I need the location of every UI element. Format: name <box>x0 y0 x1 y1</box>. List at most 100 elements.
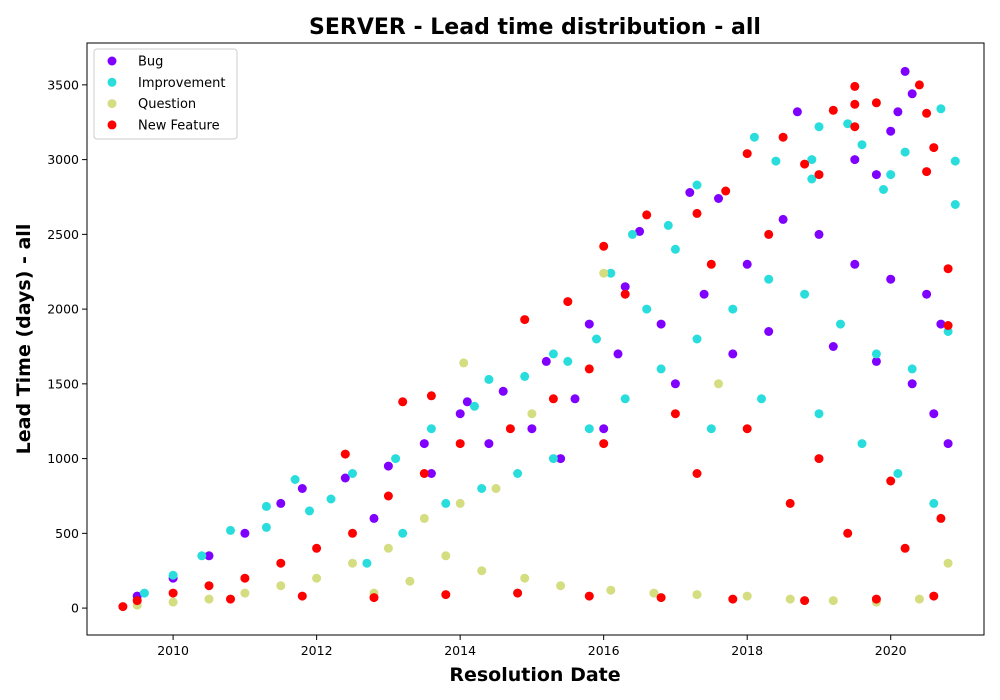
point-new-feature <box>548 394 558 404</box>
point-new-feature <box>276 558 286 568</box>
legend-marker <box>107 99 117 109</box>
point-new-feature <box>118 602 128 612</box>
point-improvement <box>800 289 810 299</box>
point-question <box>459 358 469 368</box>
point-new-feature <box>599 439 609 449</box>
point-bug <box>613 349 623 359</box>
point-improvement <box>197 551 207 561</box>
x-axis-ticks: 2010 2012 2014 2016 2018 2020 <box>157 635 907 658</box>
point-new-feature <box>383 491 393 501</box>
point-improvement <box>584 424 594 434</box>
point-improvement <box>261 522 271 532</box>
point-new-feature <box>871 98 881 108</box>
point-bug <box>240 528 250 538</box>
x-tick-label: 2020 <box>875 643 907 658</box>
point-improvement <box>620 394 630 404</box>
point-improvement <box>656 364 666 374</box>
point-new-feature <box>168 588 178 598</box>
point-improvement <box>950 156 960 166</box>
point-new-feature <box>584 364 594 374</box>
point-new-feature <box>426 391 436 401</box>
point-bug <box>383 461 393 471</box>
point-bug <box>276 498 286 508</box>
y-tick-label: 0 <box>71 601 79 616</box>
point-question <box>943 558 953 568</box>
point-improvement <box>836 319 845 329</box>
point-new-feature <box>843 528 853 538</box>
point-improvement <box>441 498 451 508</box>
point-question <box>491 484 501 493</box>
point-bug <box>556 454 566 464</box>
point-improvement <box>670 244 680 254</box>
point-new-feature <box>850 81 860 91</box>
point-improvement <box>764 274 774 284</box>
point-new-feature <box>513 588 523 598</box>
point-new-feature <box>900 543 910 553</box>
point-bug <box>764 327 774 336</box>
point-question <box>276 581 286 591</box>
point-bug <box>886 274 896 284</box>
point-bug <box>886 126 896 136</box>
y-axis-label: Lead Time (days) - all <box>13 224 35 455</box>
point-new-feature <box>929 143 939 153</box>
point-question <box>520 573 530 583</box>
point-bug <box>527 424 537 434</box>
point-question <box>742 591 752 601</box>
point-new-feature <box>692 208 702 218</box>
point-improvement <box>706 424 716 434</box>
point-question <box>556 581 566 591</box>
point-improvement <box>807 174 817 184</box>
point-question <box>692 590 702 600</box>
point-improvement <box>627 229 637 239</box>
point-bug <box>635 226 645 236</box>
point-bug <box>455 409 465 419</box>
point-new-feature <box>871 594 881 604</box>
point-improvement <box>139 588 149 598</box>
point-new-feature <box>312 543 322 553</box>
point-new-feature <box>692 469 702 478</box>
point-bug <box>929 409 939 419</box>
points-layer <box>118 66 960 612</box>
point-question <box>649 588 659 598</box>
point-bug <box>584 319 594 329</box>
point-question <box>168 597 178 607</box>
point-bug <box>893 107 903 117</box>
y-axis-ticks: 0 500 1000 1500 2000 2500 3000 3500 <box>47 77 87 616</box>
point-bug <box>943 439 953 449</box>
point-new-feature <box>785 498 795 508</box>
point-bug <box>541 356 551 366</box>
point-new-feature <box>764 229 774 239</box>
point-improvement <box>857 140 867 150</box>
point-improvement <box>548 349 558 359</box>
point-new-feature <box>455 439 465 449</box>
point-improvement <box>936 104 946 114</box>
x-tick-label: 2018 <box>731 643 763 658</box>
point-question <box>828 596 838 606</box>
point-improvement <box>814 122 824 132</box>
point-new-feature <box>922 167 932 177</box>
x-axis-label: Resolution Date <box>449 664 620 686</box>
point-new-feature <box>742 149 752 159</box>
point-bug <box>204 551 214 561</box>
point-improvement <box>950 200 960 209</box>
point-new-feature <box>670 409 680 419</box>
point-new-feature <box>348 528 357 538</box>
point-new-feature <box>943 264 953 274</box>
point-new-feature <box>204 581 214 591</box>
point-improvement <box>728 304 738 314</box>
point-improvement <box>305 506 314 516</box>
point-bug <box>484 439 494 449</box>
point-new-feature <box>742 424 752 434</box>
point-bug <box>699 289 709 299</box>
point-new-feature <box>800 596 810 606</box>
point-new-feature <box>706 259 716 269</box>
point-question <box>527 409 537 419</box>
legend-items: Bug Improvement Question New Feature <box>107 55 225 133</box>
point-improvement <box>900 147 910 157</box>
point-new-feature <box>936 513 946 523</box>
point-question <box>599 268 609 278</box>
plot-frame <box>86 42 985 636</box>
point-bug <box>936 319 946 329</box>
point-bug <box>828 342 838 351</box>
point-new-feature <box>721 186 731 196</box>
